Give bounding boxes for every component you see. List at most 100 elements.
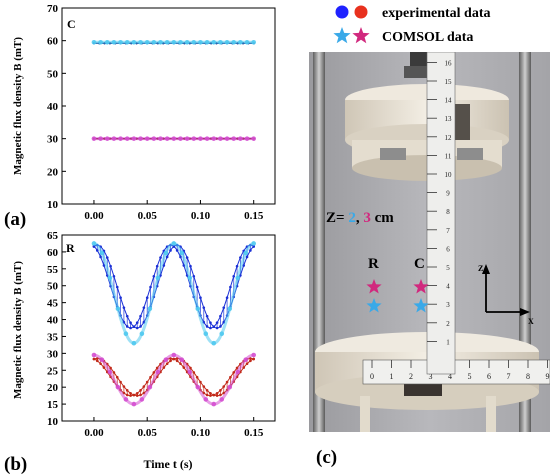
z-value-2cm: 2 <box>348 210 356 226</box>
comsol-data-point <box>191 136 197 141</box>
comsol-data-point <box>235 275 241 281</box>
comsol-data-point <box>219 397 225 402</box>
comsol-data-point <box>123 331 129 336</box>
threaded-rod-left <box>313 52 325 432</box>
comsol-data-point <box>187 369 193 375</box>
comsol-data-point <box>204 136 210 141</box>
x-tick-label: 0.00 <box>84 427 104 439</box>
y-tick-label: 65 <box>47 230 59 242</box>
z-distance-label: Z= 2, 3 cm <box>326 210 394 226</box>
y-tick-label: 30 <box>47 348 59 360</box>
figure-label-a: (a) <box>4 209 26 230</box>
comsol-data-point <box>231 136 237 141</box>
panel-a-y-axis-label: Magnetic flux density B (mT) <box>12 37 24 175</box>
comsol-data-point <box>171 136 177 141</box>
position-label-r: R <box>368 256 379 272</box>
comsol-data-point <box>231 40 237 45</box>
comsol-data-point <box>104 136 110 141</box>
comsol-data-point <box>144 136 150 141</box>
comsol-data-point <box>147 306 153 312</box>
comsol-data-point <box>179 250 185 256</box>
vertical-ruler-mark: 4 <box>446 283 450 291</box>
panel-b-x-ticks: 0.00 0.05 0.10 0.15 <box>84 417 264 439</box>
vertical-ruler-mark: 13 <box>445 115 453 123</box>
comsol-data-point <box>155 369 161 375</box>
horizontal-ruler-mark: 5 <box>468 372 472 381</box>
comsol-data-point <box>218 136 223 141</box>
comsol-data-point <box>191 40 197 45</box>
horizontal-ruler <box>362 359 550 385</box>
horizontal-ruler-mark: 3 <box>429 372 433 381</box>
y-tick-label: 30 <box>47 134 59 146</box>
comsol-data-point <box>178 136 183 141</box>
threaded-rod-right <box>519 52 531 432</box>
horizontal-ruler-mark: 4 <box>448 372 452 381</box>
comsol-data-point <box>131 40 137 45</box>
comsol-data-point <box>98 40 103 45</box>
comsol-data-point <box>184 136 190 141</box>
panel-b-plot-area <box>61 234 276 422</box>
comsol-data-point <box>147 384 153 390</box>
y-tick-label: 40 <box>47 101 59 113</box>
comsol-data-point <box>151 40 157 45</box>
position-label-c: C <box>414 256 425 272</box>
comsol-data-point <box>158 136 163 141</box>
y-tick-label: 35 <box>47 331 59 343</box>
comsol-data-point <box>195 384 201 390</box>
legend-comsol-star-blue <box>333 27 351 44</box>
panel-b-x-axis-label: Time t (s) <box>143 457 192 471</box>
comsol-data-point <box>124 40 130 45</box>
comsol-data-point <box>163 357 169 363</box>
upper-magnet-2 <box>457 148 483 160</box>
comsol-data-point <box>171 40 177 45</box>
comsol-data-point <box>164 40 170 45</box>
y-tick-label: 15 <box>47 399 59 411</box>
comsol-data-point <box>243 357 249 363</box>
comsol-data-point <box>118 40 123 45</box>
x-tick-label: 0.05 <box>138 427 158 439</box>
comsol-data-point <box>179 357 185 363</box>
z-value-3cm: 3 <box>363 210 371 226</box>
comsol-data-point <box>99 357 105 363</box>
comsol-data-point <box>138 136 143 141</box>
comsol-data-point <box>204 40 210 45</box>
comsol-data-point <box>107 369 113 375</box>
axis-z-label: Z <box>478 264 483 273</box>
comsol-data-point <box>187 275 193 281</box>
horizontal-ruler-mark: 8 <box>526 372 530 381</box>
panel-a-chart: C 10 20 30 40 50 60 70 0.00 0.05 0.10 0.15 Magnet… <box>12 3 276 222</box>
comsol-data-point <box>107 275 113 281</box>
horizontal-ruler-mark: 0 <box>370 372 374 381</box>
comsol-data-point <box>104 40 110 45</box>
comsol-data-point <box>158 40 163 45</box>
y-tick-label: 25 <box>47 365 59 377</box>
comsol-data-point <box>138 40 143 45</box>
x-tick-label: 0.00 <box>84 210 104 222</box>
comsol-data-point <box>151 136 157 141</box>
panel-b-y-axis-label: Magnetic flux density B (mT) <box>12 261 24 399</box>
y-tick-label: 50 <box>47 281 59 293</box>
z-prefix: Z= <box>326 210 348 226</box>
legend-comsol-label: COMSOL data <box>382 30 473 45</box>
legend-exp-marker-red <box>354 5 368 19</box>
x-tick-label: 0.05 <box>138 210 158 222</box>
panel-a-series <box>91 40 256 141</box>
vertical-ruler-mark: 12 <box>445 134 453 142</box>
comsol-data-point <box>251 136 256 141</box>
comsol-data-point <box>211 40 217 45</box>
comsol-data-point <box>184 40 190 45</box>
legend: experimental data COMSOL data <box>333 5 490 45</box>
comsol-data-point <box>164 136 170 141</box>
legend-experimental-label: experimental data <box>382 6 490 21</box>
comsol-data-point <box>178 40 183 45</box>
comsol-data-point <box>155 275 161 281</box>
comsol-data-point <box>211 340 217 346</box>
y-tick-label: 60 <box>47 247 59 259</box>
lower-leg-right <box>486 396 496 432</box>
comsol-data-point <box>218 40 223 45</box>
horizontal-ruler-mark: 6 <box>487 372 491 381</box>
comsol-data-point <box>115 306 121 312</box>
vertical-ruler-mark: 7 <box>446 227 450 235</box>
